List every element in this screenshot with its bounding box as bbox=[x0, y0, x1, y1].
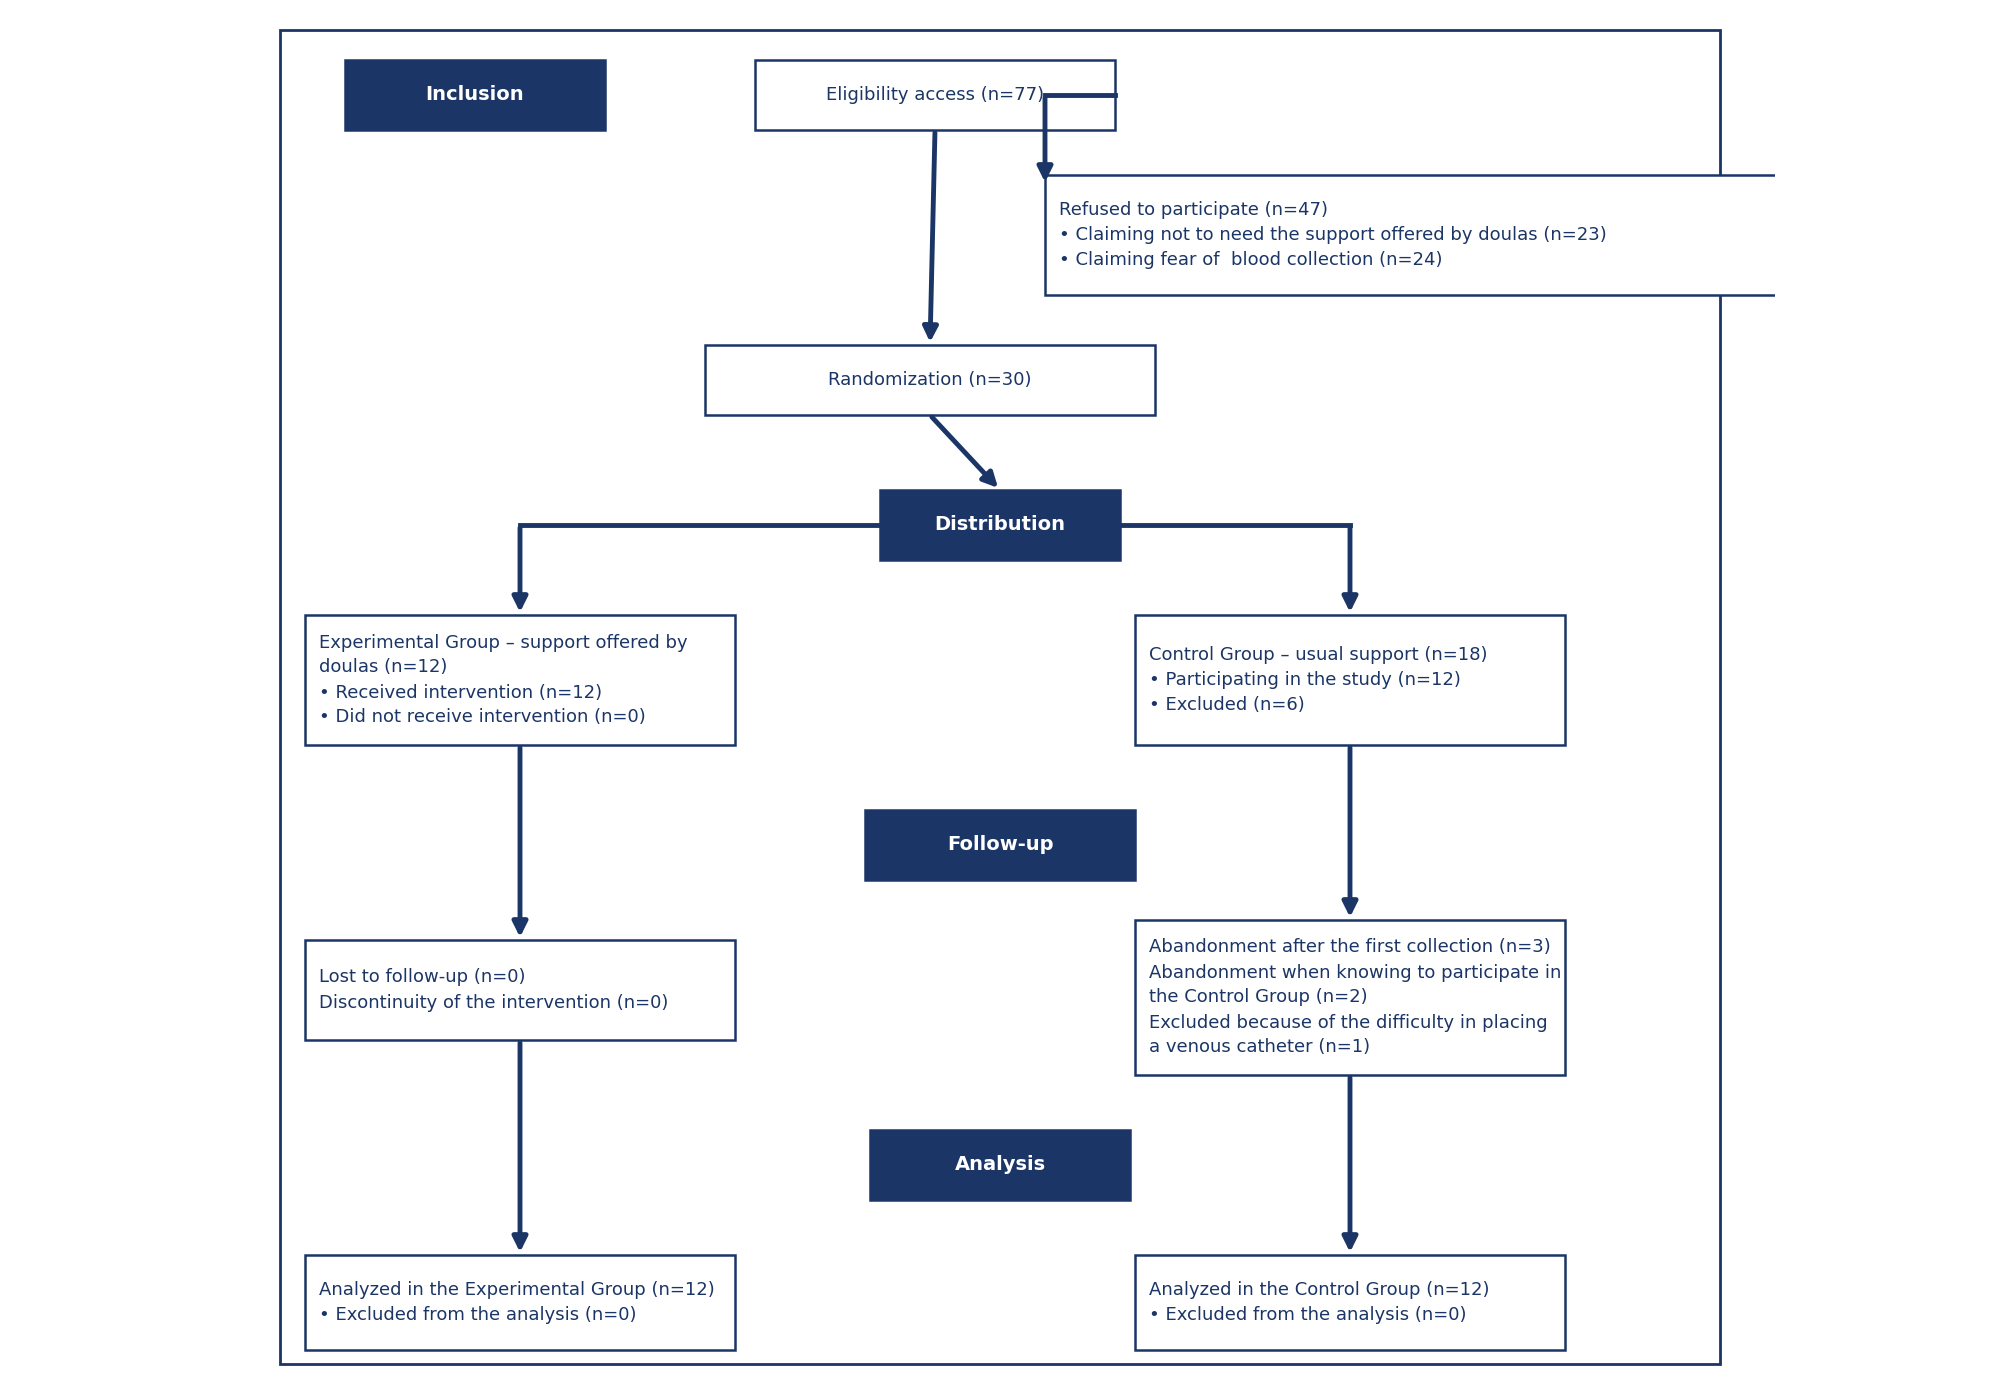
Bar bbox=[1136, 1255, 1564, 1349]
Bar bbox=[306, 1255, 736, 1349]
Bar bbox=[870, 1131, 1130, 1200]
Bar bbox=[1136, 920, 1564, 1075]
Bar bbox=[306, 615, 736, 744]
Text: Lost to follow-up (n=0)
Discontinuity of the intervention (n=0): Lost to follow-up (n=0) Discontinuity of… bbox=[320, 969, 668, 1012]
Bar bbox=[866, 810, 1136, 880]
Bar bbox=[880, 491, 1120, 560]
Bar bbox=[346, 60, 606, 130]
Bar bbox=[1136, 615, 1564, 744]
Bar bbox=[756, 60, 1116, 130]
Text: Abandonment after the first collection (n=3)
Abandonment when knowing to partici: Abandonment after the first collection (… bbox=[1148, 938, 1562, 1057]
Text: Experimental Group – support offered by
doulas (n=12)
• Received intervention (n: Experimental Group – support offered by … bbox=[320, 633, 688, 726]
Text: Inclusion: Inclusion bbox=[426, 85, 524, 105]
Text: Control Group – usual support (n=18)
• Participating in the study (n=12)
• Exclu: Control Group – usual support (n=18) • P… bbox=[1148, 645, 1488, 714]
Text: Follow-up: Follow-up bbox=[946, 835, 1054, 855]
Text: Refused to participate (n=47)
• Claiming not to need the support offered by doul: Refused to participate (n=47) • Claiming… bbox=[1060, 201, 1606, 269]
Text: Randomization (n=30): Randomization (n=30) bbox=[828, 371, 1032, 389]
Text: Analysis: Analysis bbox=[954, 1156, 1046, 1175]
Bar bbox=[706, 344, 1156, 415]
Text: Eligibility access (n=77): Eligibility access (n=77) bbox=[826, 86, 1044, 105]
Text: Analyzed in the Control Group (n=12)
• Excluded from the analysis (n=0): Analyzed in the Control Group (n=12) • E… bbox=[1148, 1281, 1490, 1324]
Text: Analyzed in the Experimental Group (n=12)
• Excluded from the analysis (n=0): Analyzed in the Experimental Group (n=12… bbox=[320, 1281, 714, 1324]
Bar bbox=[1044, 176, 2000, 296]
Text: Distribution: Distribution bbox=[934, 516, 1066, 534]
Bar bbox=[306, 940, 736, 1040]
